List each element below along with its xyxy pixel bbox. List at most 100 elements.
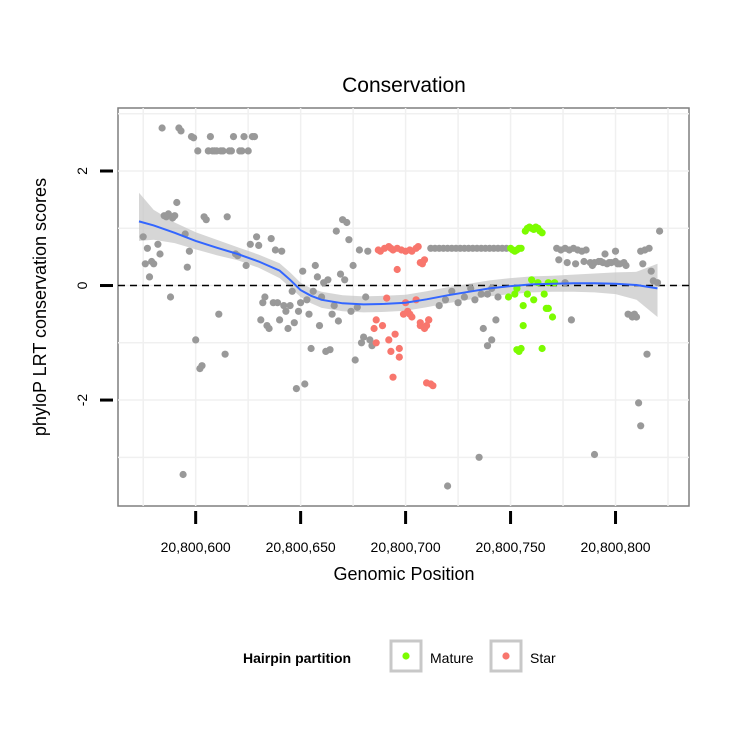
data-point-star <box>370 324 378 333</box>
data-point-other <box>259 299 267 307</box>
data-point-other <box>355 246 363 254</box>
y-axis-title: phyloP LRT conservation scores <box>30 178 50 436</box>
data-point-other <box>141 260 149 268</box>
data-point-other <box>475 453 483 461</box>
data-point-other <box>286 302 294 310</box>
data-point-other <box>215 310 223 318</box>
data-point-other <box>448 287 456 295</box>
data-point-other <box>166 293 175 301</box>
data-point-other <box>345 236 353 244</box>
data-point-other <box>597 257 605 266</box>
data-point-star <box>423 379 431 387</box>
data-point-other <box>572 260 580 268</box>
data-point-star <box>406 310 414 318</box>
legend-dot-star <box>502 652 510 660</box>
data-point-star <box>425 316 433 324</box>
data-point-mature <box>519 302 527 310</box>
data-point-other <box>280 302 288 310</box>
data-point-other <box>435 302 443 310</box>
data-point-star <box>420 256 429 264</box>
smooth-line-layer <box>138 220 658 306</box>
data-point-other <box>307 344 315 353</box>
legend: Hairpin partition Mature Star <box>243 639 556 673</box>
x-tick-label: 20,800,750 <box>476 539 546 555</box>
data-point-other <box>171 212 179 220</box>
data-point-other <box>173 198 181 207</box>
data-point-other <box>635 399 643 407</box>
x-tick-label: 20,800,600 <box>161 539 231 555</box>
data-point-star <box>395 353 403 361</box>
axes-layer: 20,800,600 20,800,650 20,800,700 20,800,750… <box>74 167 651 555</box>
data-point-other <box>645 244 653 252</box>
data-point-other <box>315 322 324 330</box>
data-point-other <box>492 316 500 324</box>
y-tick-label: 2 <box>74 167 90 175</box>
data-point-other <box>643 350 651 358</box>
data-point-other <box>494 293 502 301</box>
data-point-other <box>301 380 309 388</box>
data-point-mature <box>530 296 538 304</box>
x-axis-title: Genomic Position <box>333 564 474 584</box>
data-point-star <box>391 330 399 338</box>
data-point-other <box>614 260 622 268</box>
data-point-other <box>334 317 342 325</box>
data-point-other <box>366 336 374 344</box>
data-point-other <box>240 133 248 141</box>
data-point-other <box>238 147 246 155</box>
data-point-other <box>364 247 372 255</box>
data-point-other <box>154 240 162 248</box>
legend-label-mature: Mature <box>430 650 474 666</box>
data-point-other <box>639 260 647 268</box>
legend-title: Hairpin partition <box>243 650 351 666</box>
data-point-other <box>357 339 366 347</box>
data-point-other <box>362 293 370 301</box>
data-point-other <box>488 336 496 344</box>
data-point-other <box>580 257 588 266</box>
data-point-other <box>192 336 200 344</box>
data-point-mature <box>540 290 548 298</box>
data-point-other <box>290 319 298 327</box>
data-point-other <box>349 261 357 270</box>
data-point-other <box>479 324 487 333</box>
legend-label-star: Star <box>530 650 556 666</box>
data-point-other <box>294 307 303 315</box>
smooth-line <box>138 220 658 306</box>
series-star <box>370 243 437 390</box>
series-mature <box>504 223 559 355</box>
data-point-other <box>637 422 645 430</box>
data-point-other <box>343 218 351 227</box>
data-point-other <box>276 316 284 324</box>
data-point-other <box>330 302 338 310</box>
data-point-star <box>378 322 387 330</box>
data-point-other <box>444 482 452 490</box>
data-point-other <box>271 246 279 254</box>
data-point-other <box>250 133 259 141</box>
data-point-other <box>471 296 479 304</box>
data-point-other <box>441 296 450 304</box>
data-point-other <box>253 233 261 241</box>
data-point-star <box>385 336 393 344</box>
data-point-other <box>324 276 332 284</box>
y-tick-label: -2 <box>74 394 90 407</box>
data-point-other <box>145 273 154 281</box>
data-point-mature <box>504 293 513 301</box>
data-point-other <box>601 250 609 258</box>
data-point-mature <box>544 279 552 287</box>
data-point-mature <box>544 304 552 312</box>
data-point-other <box>605 259 613 267</box>
data-point-other <box>261 293 269 301</box>
x-tick-label: 20,800,700 <box>371 539 441 555</box>
data-point-other <box>622 261 630 270</box>
data-point-other <box>656 227 664 235</box>
data-point-other <box>328 310 336 318</box>
data-point-mature <box>538 229 546 237</box>
data-point-other <box>611 247 620 255</box>
series-other <box>139 124 664 490</box>
data-point-other <box>336 270 345 278</box>
data-point-other <box>563 259 571 267</box>
data-point-mature <box>517 244 525 252</box>
data-point-other <box>582 246 590 254</box>
data-point-other <box>150 260 158 268</box>
data-point-other <box>267 235 275 243</box>
